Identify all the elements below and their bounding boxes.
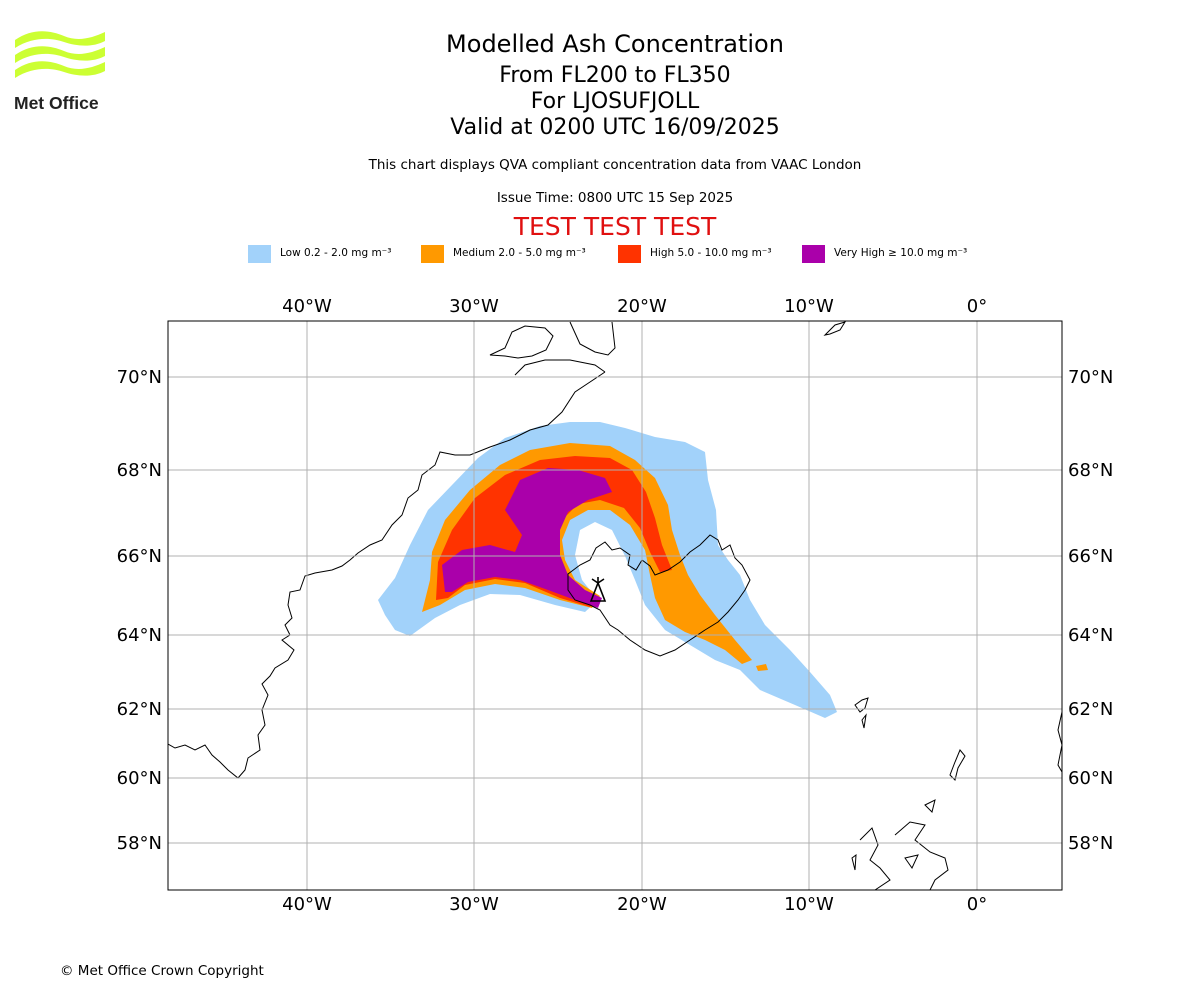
lat-label-left: 64°N (117, 625, 162, 646)
lat-label-right: 64°N (1068, 625, 1113, 646)
ash-very-high-contour (442, 468, 612, 608)
lat-label-right: 70°N (1068, 367, 1113, 388)
lat-label-left: 60°N (117, 768, 162, 789)
iceland-coast (567, 534, 751, 657)
met-office-logo: Met Office (12, 28, 112, 114)
norway-coast (1057, 711, 1062, 773)
latitude-labels-right: 70°N 68°N 66°N 64°N 62°N 60°N 58°N (1068, 367, 1113, 854)
faroe-islands-coast (854, 697, 869, 729)
ash-medium-patch (756, 664, 768, 671)
lon-label-bottom: 20°W (617, 894, 667, 915)
greenland-east-coast (168, 371, 606, 779)
lon-label-top: 10°W (784, 296, 834, 317)
map-frame (167, 320, 1063, 891)
lat-label-left: 68°N (117, 460, 162, 481)
legend-swatch-medium (421, 245, 444, 263)
legend-label-medium: Medium 2.0 - 5.0 mg m⁻³ (453, 247, 586, 259)
lat-label-right: 66°N (1068, 546, 1113, 567)
lat-label-left: 62°N (117, 699, 162, 720)
legend-swatch-low (248, 245, 271, 263)
lon-label-top: 20°W (617, 296, 667, 317)
lat-label-right: 58°N (1068, 833, 1113, 854)
shetland-coast (949, 749, 966, 781)
legend-swatch-high (618, 245, 641, 263)
lat-label-right: 68°N (1068, 460, 1113, 481)
level-range: From FL200 to FL350 (499, 63, 731, 88)
logo-text: Met Office (14, 93, 99, 113)
lon-label-top: 40°W (282, 296, 332, 317)
lon-label-bottom: 30°W (449, 894, 499, 915)
longitude-labels-bottom: 40°W 30°W 20°W 10°W 0° (282, 894, 987, 915)
greenland-north-coast-2 (569, 321, 616, 356)
latitude-labels-left: 70°N 68°N 66°N 64°N 62°N 60°N 58°N (117, 367, 162, 854)
copyright-notice: © Met Office Crown Copyright (60, 963, 264, 979)
lon-label-bottom: 40°W (282, 894, 332, 915)
jan-mayen-coast (823, 321, 847, 336)
volcano-name: For LJOSUFJOLL (530, 89, 700, 114)
graticule (168, 321, 1062, 890)
legend-label-high: High 5.0 - 10.0 mg m⁻³ (650, 247, 772, 259)
qva-note: This chart displays QVA compliant concen… (368, 157, 862, 173)
lon-label-top: 30°W (449, 296, 499, 317)
greenland-north-coast (489, 325, 554, 359)
lon-label-bottom: 0° (967, 894, 987, 915)
volcano-symbol-icon (589, 577, 607, 602)
lat-label-right: 62°N (1068, 699, 1113, 720)
lon-label-top: 0° (967, 296, 987, 317)
lat-label-left: 58°N (117, 833, 162, 854)
scotland-coast (851, 821, 949, 890)
issue-time: Issue Time: 0800 UTC 15 Sep 2025 (496, 190, 734, 206)
chart-title: Modelled Ash Concentration (446, 30, 784, 58)
greenland-fjord (514, 359, 606, 376)
lon-label-bottom: 10°W (784, 894, 834, 915)
lat-label-left: 70°N (117, 367, 162, 388)
orkney-coast (924, 799, 936, 813)
legend-swatch-very-high (802, 245, 825, 263)
lat-label-right: 60°N (1068, 768, 1113, 789)
legend-label-very-high: Very High ≥ 10.0 mg m⁻³ (834, 247, 968, 259)
coastlines (168, 321, 1062, 890)
lat-label-left: 66°N (117, 546, 162, 567)
chart-subtitle: From FL200 to FL350 For LJOSUFJOLL Valid… (0, 63, 1200, 141)
met-office-waves-icon: Met Office (14, 31, 105, 113)
longitude-labels-top: 40°W 30°W 20°W 10°W 0° (282, 296, 987, 317)
valid-time: Valid at 0200 UTC 16/09/2025 (450, 115, 780, 140)
test-banner: TEST TEST TEST (513, 212, 717, 241)
legend-label-low: Low 0.2 - 2.0 mg m⁻³ (280, 247, 392, 259)
map-area (168, 321, 1062, 890)
